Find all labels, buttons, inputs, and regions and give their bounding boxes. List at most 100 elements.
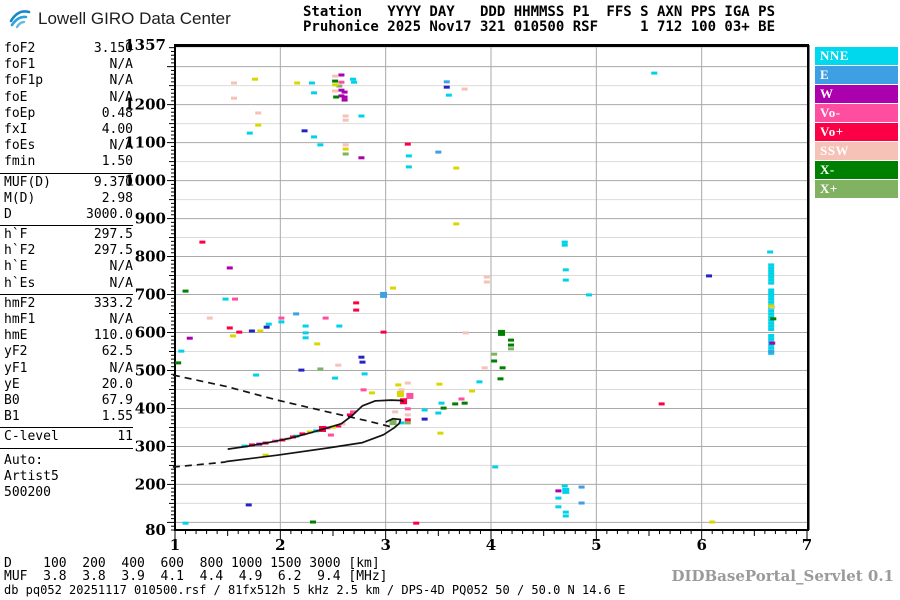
param-row: h`F 297.5 bbox=[0, 227, 133, 243]
auto-line: Artist5 bbox=[4, 468, 59, 484]
param-group: C-level 11 bbox=[0, 427, 133, 449]
param-value: 1.55 bbox=[101, 409, 133, 425]
x-axis-label: 5 bbox=[591, 536, 601, 554]
legend-item-X+: X+ bbox=[815, 180, 898, 198]
param-row: foEs N/A bbox=[0, 138, 133, 154]
legend-item-SSW: SSW bbox=[815, 142, 898, 160]
param-label: fmin bbox=[4, 154, 36, 170]
station-header-line1: Station YYYY DAY DDD HHMMSS P1 FFS S AXN… bbox=[303, 4, 776, 20]
param-value: 3.150 bbox=[93, 41, 133, 56]
param-value: 1.50 bbox=[101, 154, 133, 170]
y-axis-label: 900 bbox=[135, 210, 166, 228]
param-value: 2.98 bbox=[101, 190, 133, 206]
param-row: MUF(D) 9.370 bbox=[0, 175, 133, 191]
param-label: MUF(D) bbox=[4, 174, 51, 190]
param-label: foEp bbox=[4, 105, 36, 121]
param-value: 297.5 bbox=[93, 227, 133, 243]
param-value: N/A bbox=[109, 57, 133, 73]
param-group: hmF2 333.2 hmF1 N/A hmE 110.0 yF2 62.5 yF1 N/A yE 2… bbox=[0, 293, 133, 428]
param-value: 20.0 bbox=[101, 376, 133, 392]
param-label: B1 bbox=[4, 409, 20, 425]
param-row: h`E N/A bbox=[0, 259, 133, 275]
db-record-line: db pq052 20251117 010500.rsf / 81fx512h … bbox=[4, 583, 626, 597]
param-row: M(D) 2.98 bbox=[0, 191, 133, 207]
param-label: D bbox=[4, 206, 12, 222]
param-row: h`F2 297.5 bbox=[0, 243, 133, 259]
auto-line: Auto: bbox=[4, 452, 44, 468]
y-axis-label: 300 bbox=[135, 437, 166, 455]
param-value: 297.5 bbox=[93, 243, 133, 259]
param-group: foF2 3.150 foF1 N/A foF1p N/A foE N/A foEp 0.48 fx… bbox=[0, 40, 133, 173]
y-axis-label: 700 bbox=[135, 286, 166, 304]
param-label: foE bbox=[4, 89, 28, 105]
x-axis-label: 1 bbox=[170, 536, 180, 554]
param-row: foE N/A bbox=[0, 90, 133, 106]
x-axis-label: 2 bbox=[275, 536, 285, 554]
param-value: N/A bbox=[109, 275, 133, 291]
param-row: B1 1.55 bbox=[0, 409, 133, 425]
param-label: yE bbox=[4, 376, 20, 392]
param-row: D 3000.0 bbox=[0, 207, 133, 223]
legend-item-W: W bbox=[815, 85, 898, 103]
header-brand: Lowell GIRO Data Center bbox=[8, 5, 231, 33]
distance-row: D 100 200 400 600 800 1000 1500 3000 [km… bbox=[4, 556, 380, 571]
param-value: 0.48 bbox=[101, 105, 133, 121]
param-group: h`F 297.5 h`F2 297.5 h`E N/A h`Es N/A bbox=[0, 225, 133, 294]
param-label: h`E bbox=[4, 259, 28, 275]
param-label: foF1p bbox=[4, 73, 44, 89]
param-value: 9.370 bbox=[93, 174, 133, 190]
param-row: foEp 0.48 bbox=[0, 106, 133, 122]
x-axis-label: 4 bbox=[486, 536, 496, 554]
param-label: M(D) bbox=[4, 190, 36, 206]
param-row: fxI 4.00 bbox=[0, 122, 133, 138]
param-row: hmF2 333.2 bbox=[0, 296, 133, 312]
y-axis-label: 1357 bbox=[124, 36, 166, 54]
profile-solid bbox=[225, 417, 402, 463]
autoscaling-info: Auto: Artist5 500200 bbox=[0, 453, 133, 502]
y-axis-label: 1200 bbox=[124, 96, 166, 114]
param-row: yF1 N/A bbox=[0, 361, 133, 377]
param-value: 110.0 bbox=[93, 328, 133, 344]
y-axis-label: 200 bbox=[135, 475, 166, 493]
param-row: h`Es N/A bbox=[0, 276, 133, 292]
legend-item-X-: X- bbox=[815, 161, 898, 179]
auto-line: 500200 bbox=[4, 484, 51, 500]
param-value: 11 bbox=[117, 429, 133, 445]
descending-dashed-line bbox=[172, 374, 396, 429]
param-row: C-level 11 bbox=[0, 429, 133, 445]
param-row: foF1p N/A bbox=[0, 73, 133, 89]
param-label: B0 bbox=[4, 392, 20, 408]
param-row: B0 67.9 bbox=[0, 393, 133, 409]
param-label: h`F bbox=[4, 227, 28, 243]
param-label: h`F2 bbox=[4, 243, 36, 259]
station-header: Station YYYY DAY DDD HHMMSS P1 FFS S AXN… bbox=[303, 5, 775, 35]
parameter-panel: foF2 3.150 foF1 N/A foF1p N/A foE N/A foEp 0.48 fx… bbox=[0, 40, 133, 501]
profile-dashed bbox=[172, 461, 226, 468]
param-label: hmE bbox=[4, 328, 28, 344]
param-value: N/A bbox=[109, 138, 133, 154]
param-value: N/A bbox=[109, 259, 133, 275]
echo-trace bbox=[227, 399, 404, 450]
param-value: N/A bbox=[109, 360, 133, 376]
servlet-version-label: DIDBasePortal_Servlet 0.1 bbox=[671, 567, 894, 585]
param-label: hmF2 bbox=[4, 295, 36, 311]
param-row: hmE 110.0 bbox=[0, 328, 133, 344]
param-label: foF1 bbox=[4, 57, 36, 73]
y-axis-label: 800 bbox=[135, 248, 166, 266]
param-value: 67.9 bbox=[101, 392, 133, 408]
param-row: yF2 62.5 bbox=[0, 344, 133, 360]
param-label: fxI bbox=[4, 121, 28, 137]
param-row: foF2 3.150 bbox=[0, 41, 133, 57]
param-row: foF1 N/A bbox=[0, 57, 133, 73]
brand-title: Lowell GIRO Data Center bbox=[38, 9, 231, 28]
x-axis-label: 3 bbox=[380, 536, 390, 554]
y-axis-label: 80 bbox=[145, 521, 166, 539]
param-row: hmF1 N/A bbox=[0, 312, 133, 328]
y-axis-label: 400 bbox=[135, 399, 166, 417]
param-label: foEs bbox=[4, 138, 36, 154]
param-row: yE 20.0 bbox=[0, 377, 133, 393]
y-axis-label: 600 bbox=[135, 324, 166, 342]
param-value: N/A bbox=[109, 89, 133, 105]
